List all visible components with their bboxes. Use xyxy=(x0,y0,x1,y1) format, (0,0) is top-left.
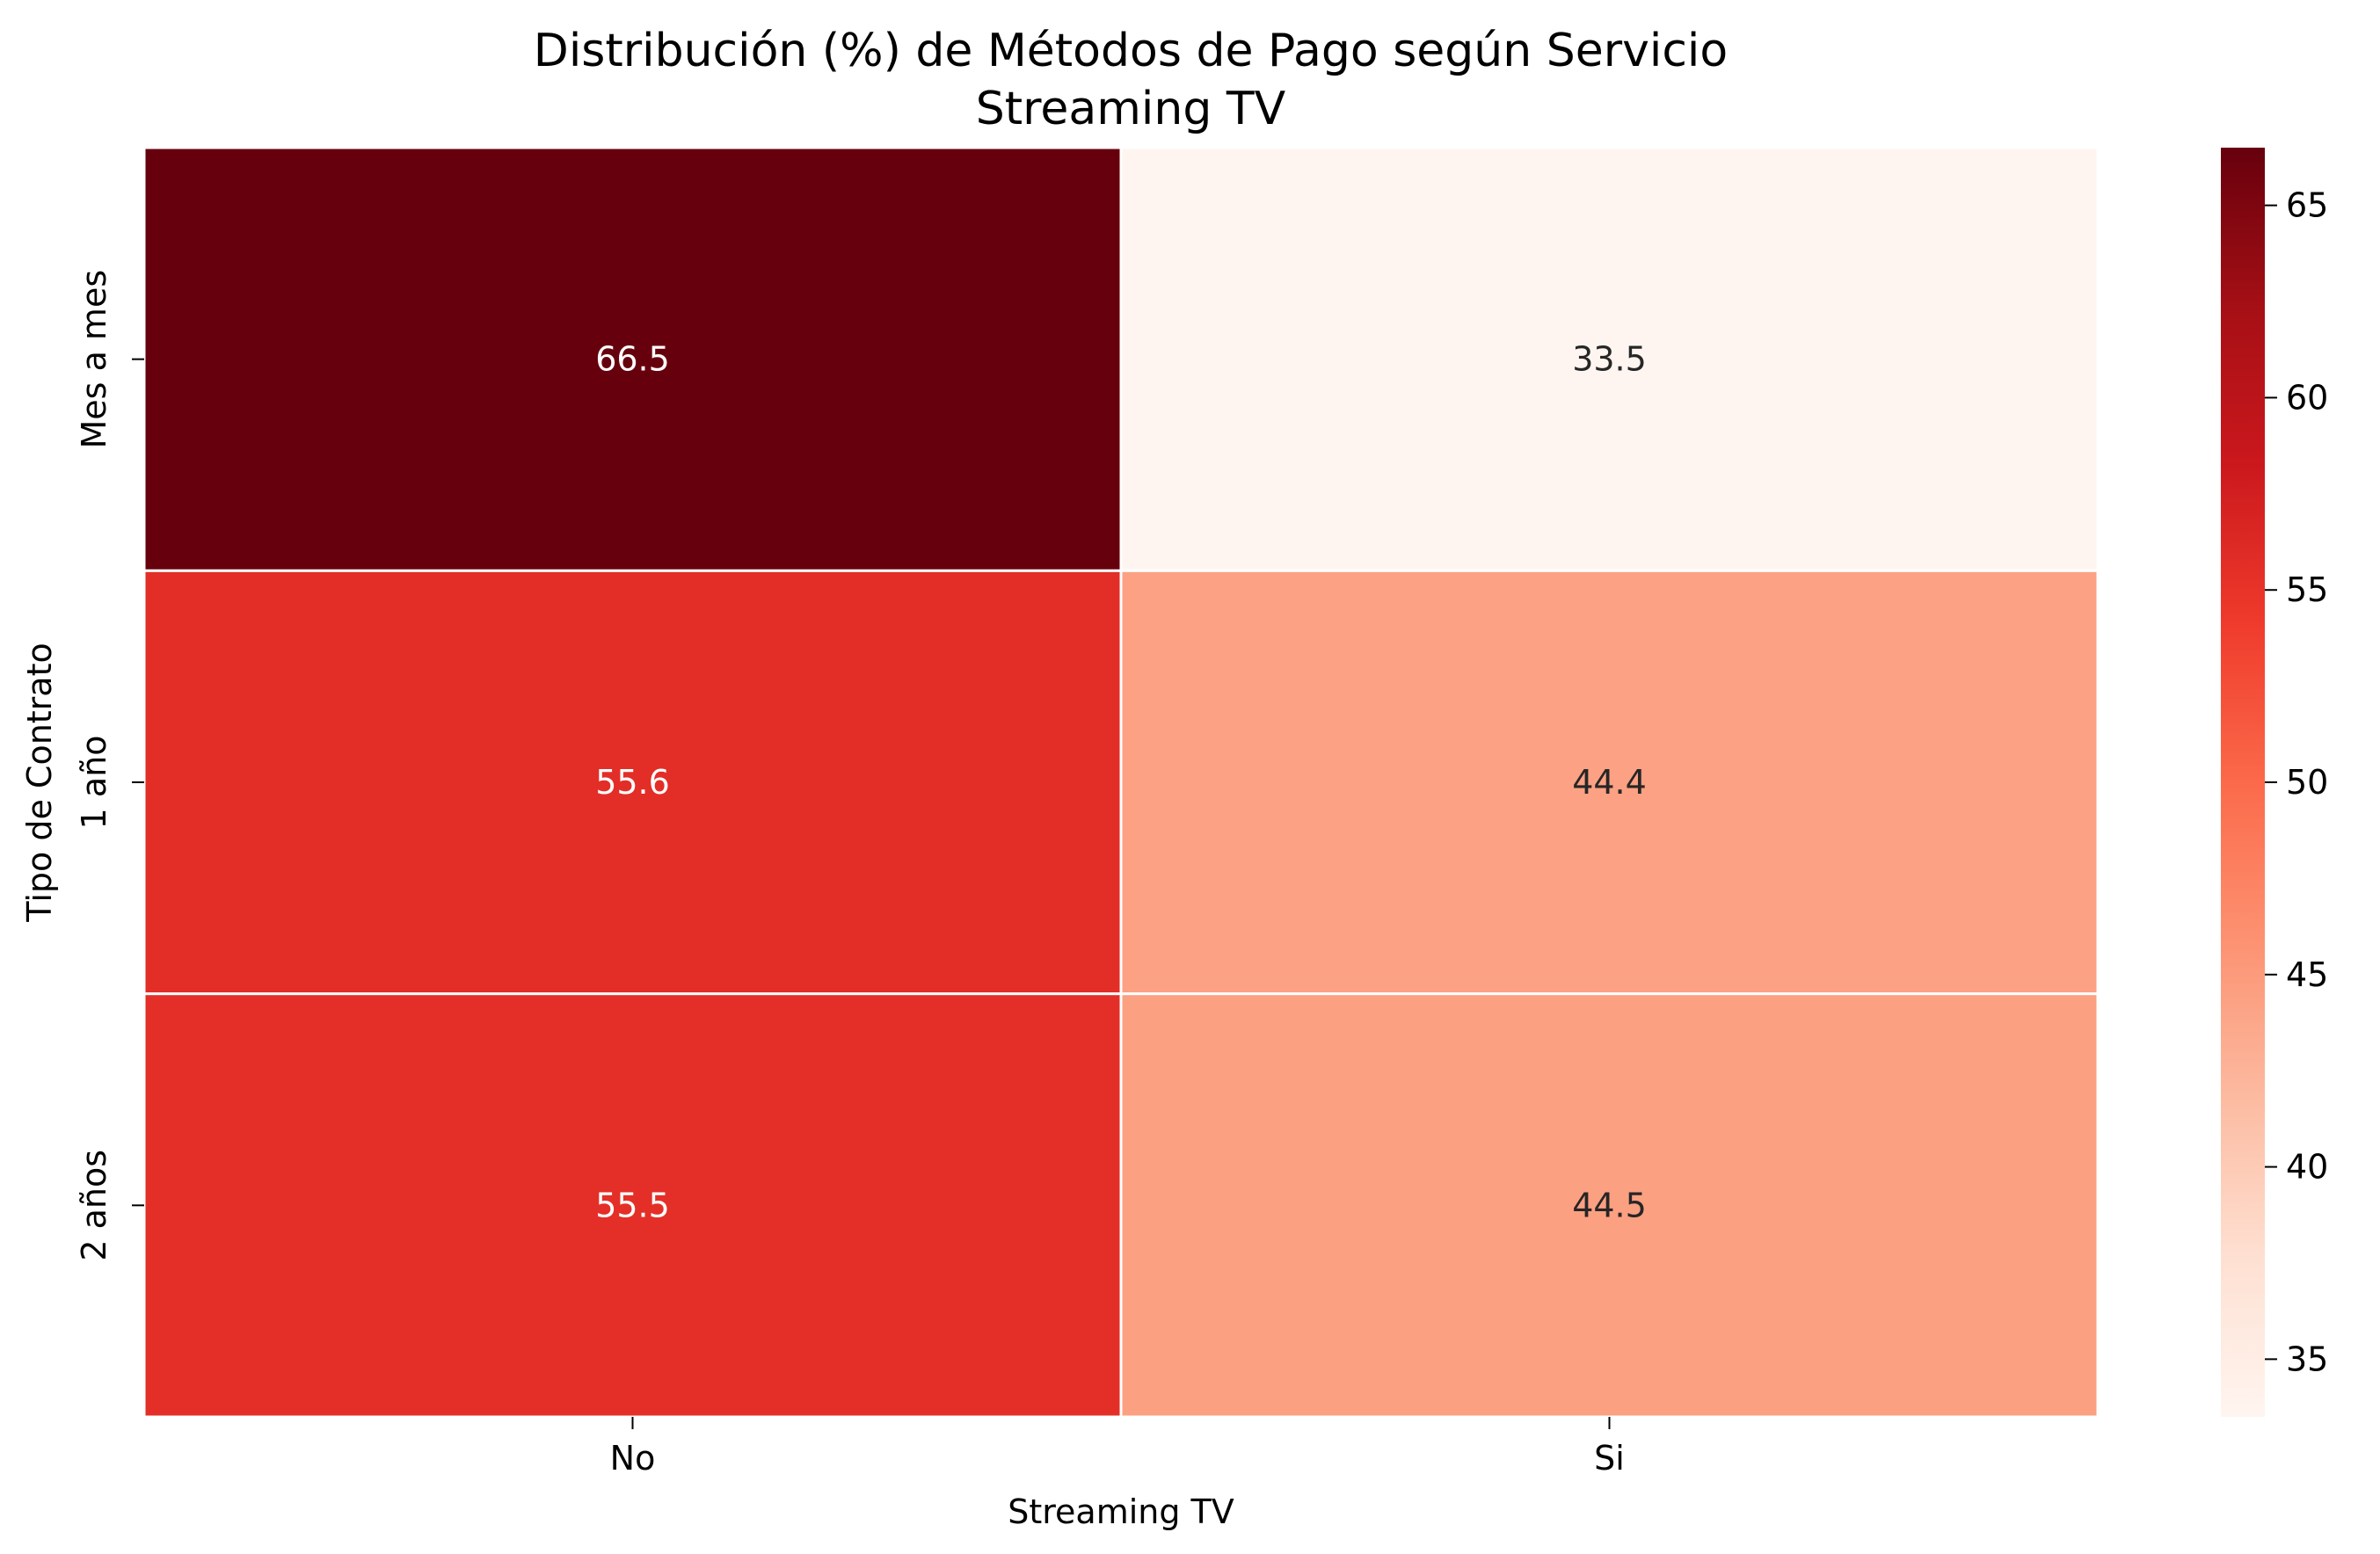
x-tick-label: No xyxy=(610,1439,656,1478)
x-axis-label: Streaming TV xyxy=(1008,1492,1234,1531)
heatmap-cell-labels: 66.5 33.5 55.6 44.4 55.5 44.5 xyxy=(595,340,1647,1225)
y-axis: Mes a mes 1 año 2 años xyxy=(75,270,144,1261)
heatmap-cell xyxy=(1119,992,2100,1419)
y-tick-label: 1 año xyxy=(75,736,113,830)
y-tick-label: 2 años xyxy=(75,1150,113,1261)
colorbar-tick-label: 65 xyxy=(2286,186,2328,225)
y-axis-label: Tipo de Contrato xyxy=(20,643,59,922)
heatmap-cell-value: 33.5 xyxy=(1572,340,1647,379)
colorbar-tick-label: 60 xyxy=(2286,378,2328,417)
heatmap-cell xyxy=(142,992,1123,1419)
x-axis: No Si xyxy=(610,1417,1625,1478)
heatmap-cell-value: 66.5 xyxy=(595,340,670,379)
heatmap-cell-value: 55.5 xyxy=(595,1186,670,1224)
heatmap-cell-value: 44.5 xyxy=(1572,1186,1647,1224)
heatmap-cell xyxy=(1119,146,2100,572)
colorbar-tick-label: 55 xyxy=(2286,570,2328,609)
colorbar-gradient xyxy=(2221,148,2265,1417)
colorbar-tick-label: 35 xyxy=(2286,1340,2328,1378)
heatmap-cell xyxy=(142,569,1123,996)
x-tick-label: Si xyxy=(1594,1439,1625,1478)
y-tick-label: Mes a mes xyxy=(75,270,113,449)
heatmap-cell xyxy=(142,146,1123,572)
heatmap-cell xyxy=(1119,569,2100,996)
heatmap-cells xyxy=(142,146,2100,1419)
heatmap-cell-value: 44.4 xyxy=(1572,763,1647,802)
heatmap-cell-value: 55.6 xyxy=(595,763,670,802)
colorbar-tick-label: 50 xyxy=(2286,763,2328,802)
colorbar: 35 40 45 50 55 60 65 xyxy=(2221,148,2328,1417)
colorbar-tick-label: 40 xyxy=(2286,1148,2328,1187)
colorbar-tick-label: 45 xyxy=(2286,955,2328,994)
chart-title: Distribución (%) de Métodos de Pago segú… xyxy=(534,25,1728,135)
